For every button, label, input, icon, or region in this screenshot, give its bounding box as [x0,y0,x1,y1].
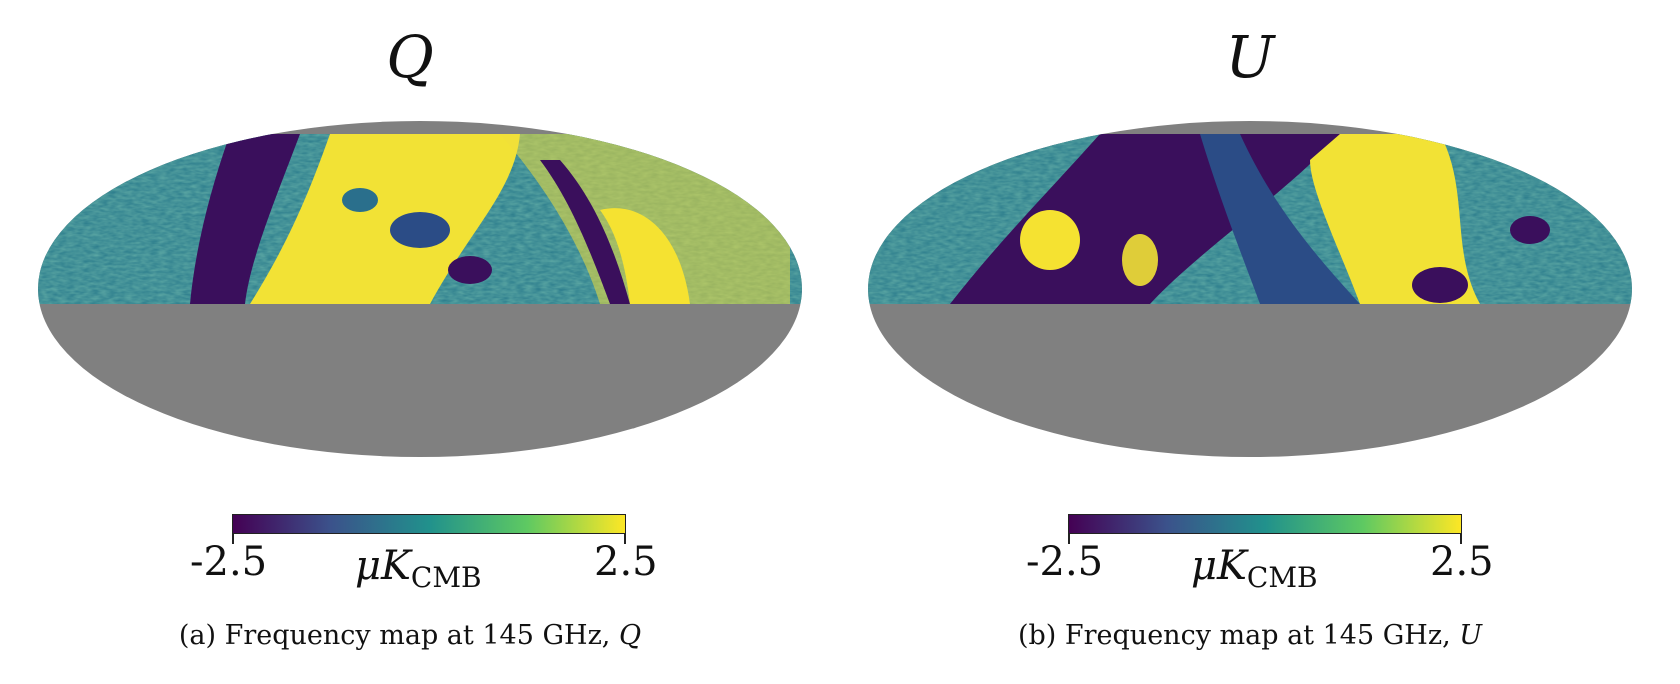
colorbar-tick-min [232,534,234,544]
colorbar-unit: μKCMB [1191,543,1318,593]
caption-text: Frequency map at 145 GHz, [1064,620,1451,651]
figure-caption: (b) Frequency map at 145 GHz, U [840,620,1660,651]
colorbar-min-label: -2.5 [190,539,268,585]
mollweide-map-u [868,121,1632,457]
unit-prefix: μK [1191,543,1247,589]
colorbar [232,514,626,534]
figure-caption: (a) Frequency map at 145 GHz, Q [0,620,820,651]
unit-subscript: CMB [410,561,482,594]
caption-symbol: U [1459,620,1483,651]
caption-letter: (a) [178,620,217,651]
colorbar-unit: μKCMB [355,543,482,593]
caption-letter: (b) [1017,620,1057,651]
colorbar-tick-max [624,534,626,544]
colorbar-max-label: 2.5 [594,539,658,585]
caption-symbol: Q [618,620,642,651]
observed-patch [38,134,802,304]
map-panel-q: Q -2.5 [0,0,820,684]
colorbar-tick-max [1460,534,1462,544]
map-title: Q [386,23,434,91]
colorbar-max-label: 2.5 [1430,539,1494,585]
observed-patch [868,134,1632,304]
map-panel-u: U -2.5 2.5 [840,0,1660,684]
caption-text: Frequency map at 145 GHz, [224,620,611,651]
map-title: U [1225,23,1275,91]
unit-subscript: CMB [1246,561,1318,594]
colorbar [1068,514,1462,534]
mollweide-map-q [38,121,802,457]
colorbar-tick-min [1068,534,1070,544]
unit-prefix: μK [355,543,411,589]
colorbar-min-label: -2.5 [1026,539,1104,585]
